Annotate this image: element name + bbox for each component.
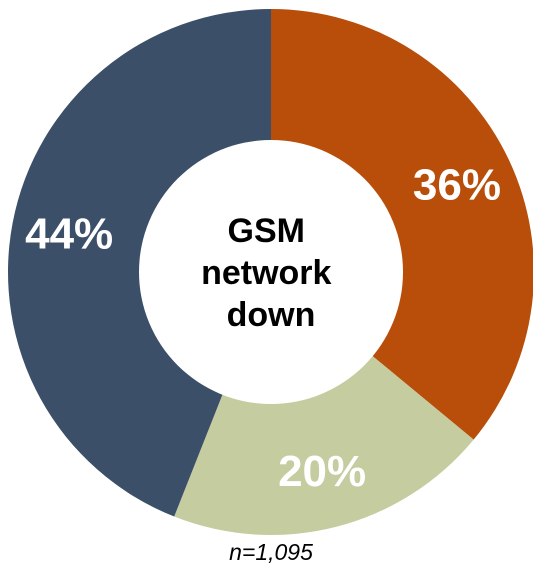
slice-value-label: 44% — [25, 209, 113, 258]
slice-value-label: 20% — [278, 447, 366, 496]
center-label-line-3: down — [227, 296, 316, 334]
donut-slice — [271, 9, 533, 440]
center-label: GSM network down — [201, 212, 341, 334]
center-label-line-1: GSM — [228, 212, 305, 250]
center-label-line-2: network — [201, 254, 331, 292]
slice-value-label: 36% — [413, 161, 501, 210]
slice-labels: 36% 20% 44% — [25, 161, 501, 497]
donut-hole — [139, 140, 403, 404]
donut-slices — [8, 9, 533, 535]
sample-size-footnote: n=1,095 — [229, 539, 313, 565]
